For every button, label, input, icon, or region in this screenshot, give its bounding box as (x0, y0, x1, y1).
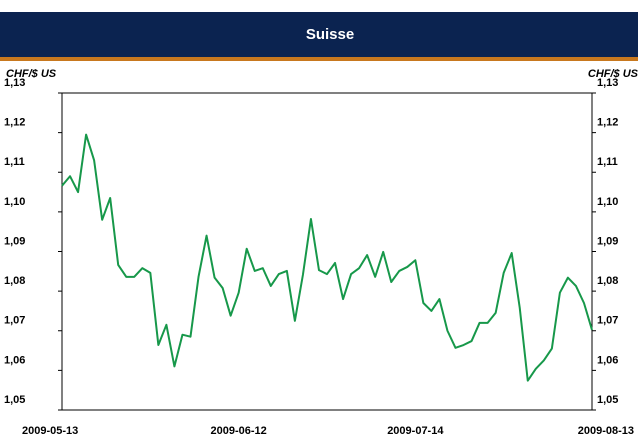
y2-tick-label: 1,08 (597, 275, 618, 287)
y2-tick-label: 1,13 (597, 77, 618, 89)
y-tick-label: 1,10 (4, 196, 25, 208)
chart-title: Suisse (306, 26, 354, 43)
series-line (61, 133, 593, 382)
y2-tick-label: 1,12 (597, 117, 618, 129)
y-tick-label: 1,11 (4, 156, 25, 168)
y2-axis-label: CHF/$ US (588, 68, 638, 80)
x-tick-label: 2009-05-13 (22, 425, 78, 437)
y-tick-label: 1,07 (4, 315, 25, 327)
plot-frame (61, 92, 593, 411)
y-tick-label: 1,06 (4, 354, 25, 366)
y-tick-label: 1,12 (4, 117, 25, 129)
y-tick-label: 1,09 (4, 235, 25, 247)
y2-tick-label: 1,06 (597, 354, 618, 366)
y-tick-label: 1,05 (4, 394, 25, 406)
y2-tick-label: 1,10 (597, 196, 618, 208)
x-tick-label: 2009-06-12 (211, 425, 267, 437)
y2-tick-label: 1,11 (597, 156, 618, 168)
x-tick-label: 2009-08-13 (578, 425, 634, 437)
y2-tick-label: 1,05 (597, 394, 618, 406)
y-tick-label: 1,13 (4, 77, 25, 89)
title-bar (0, 12, 638, 57)
y2-tick-label: 1,09 (597, 235, 618, 247)
y-axis-label: CHF/$ US (6, 68, 57, 80)
x-tick-label: 2009-07-14 (387, 425, 444, 437)
y2-tick-label: 1,07 (597, 315, 618, 327)
y-tick-label: 1,08 (4, 275, 25, 287)
title-stripe (0, 57, 638, 61)
